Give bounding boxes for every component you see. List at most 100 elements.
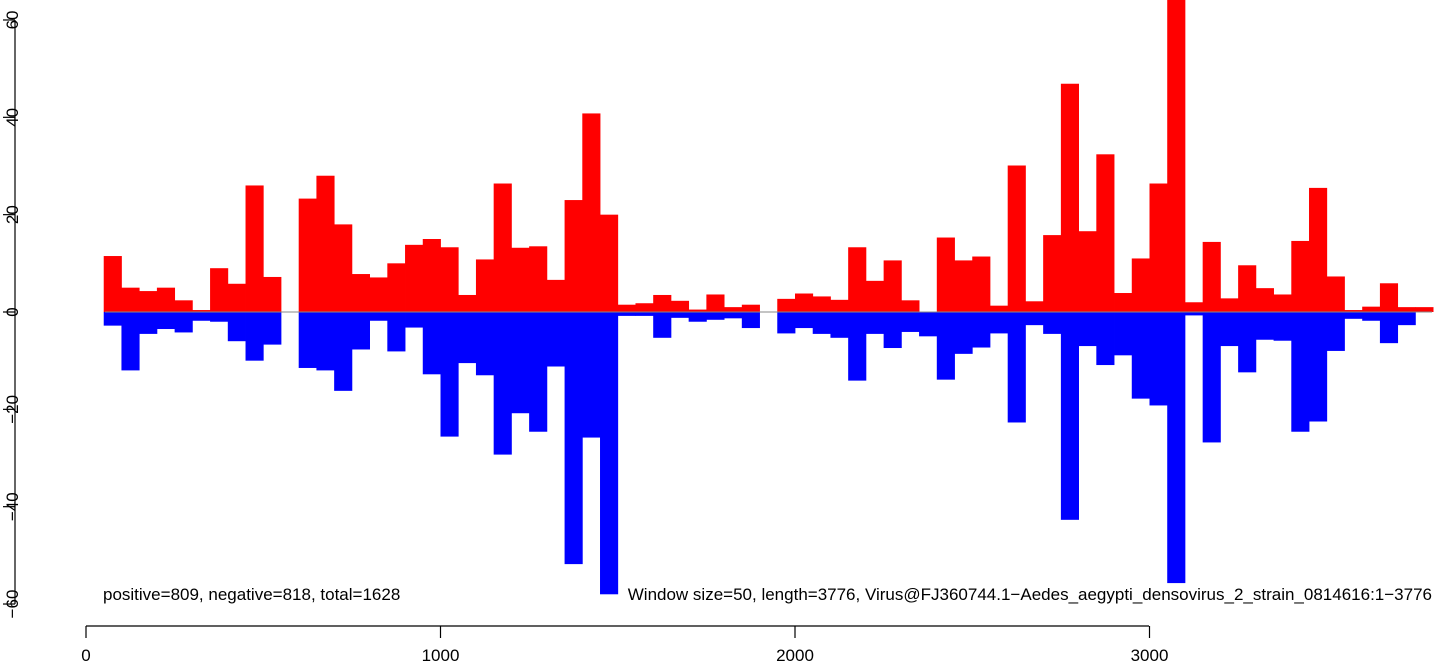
positive-bar — [156, 287, 176, 312]
positive-bar — [670, 300, 690, 312]
negative-bar — [475, 312, 495, 376]
positive-bar — [121, 287, 140, 312]
y-tick-label: −20 — [3, 395, 22, 424]
negative-bar — [227, 312, 246, 342]
negative-bar — [972, 312, 991, 348]
negative-bar — [1291, 312, 1310, 432]
negative-bar — [724, 312, 743, 319]
positive-bar — [653, 294, 672, 312]
positive-bar — [848, 247, 867, 312]
positive-bar — [422, 239, 441, 312]
negative-bar — [316, 312, 335, 371]
negative-bar — [351, 312, 370, 350]
positive-bar — [1362, 306, 1381, 312]
y-tick-label: 20 — [3, 205, 22, 224]
positive-bar — [1220, 298, 1239, 312]
positive-bars — [103, 0, 1434, 313]
negative-bar — [1131, 312, 1150, 399]
positive-bar — [936, 237, 955, 312]
negative-bar — [1114, 312, 1133, 356]
negative-bar — [245, 312, 264, 361]
positive-bar — [458, 294, 477, 312]
positive-bar — [1291, 240, 1310, 312]
negative-bar — [1202, 312, 1221, 443]
negative-bar — [103, 312, 122, 326]
x-axis: 0 1000 2000 3000 — [81, 625, 1169, 665]
negative-bar — [529, 312, 548, 432]
positive-bar — [1326, 276, 1345, 312]
positive-bar — [1309, 187, 1328, 312]
positive-bar — [192, 310, 211, 312]
negative-bar — [546, 312, 565, 367]
x-tick-label: 1000 — [422, 646, 460, 665]
negative-bar — [741, 312, 760, 329]
positive-bar — [493, 183, 512, 312]
positive-bar — [263, 276, 282, 312]
positive-bar — [972, 256, 991, 312]
negative-bar — [830, 312, 849, 338]
positive-bar — [1007, 165, 1026, 312]
negative-bar — [1149, 312, 1168, 406]
negative-bar — [369, 312, 388, 321]
positive-bar — [1078, 231, 1097, 312]
negative-bar — [883, 312, 902, 349]
positive-bar — [1114, 293, 1133, 312]
negative-bar — [670, 312, 690, 318]
negative-bar — [635, 312, 654, 316]
x-tick-label: 2000 — [776, 646, 814, 665]
positive-bar — [440, 247, 459, 312]
negative-bar — [688, 312, 707, 322]
positive-bar — [369, 277, 388, 312]
positive-bar — [989, 305, 1009, 312]
y-axis: −60 −40 −20 0 20 40 60 — [3, 11, 22, 618]
positive-bar — [600, 214, 619, 312]
positive-bar — [245, 185, 264, 312]
caption-window-info: Window size=50, length=3776, Virus@FJ360… — [628, 585, 1432, 604]
caption-counts: positive=809, negative=818, total=1628 — [103, 585, 400, 604]
y-tick-label: 0 — [3, 307, 22, 316]
positive-bar — [1379, 283, 1399, 312]
positive-bar — [617, 304, 636, 312]
negative-bar — [174, 312, 193, 333]
positive-bar — [334, 224, 353, 312]
positive-bar — [1149, 183, 1168, 312]
y-tick-label: 40 — [3, 108, 22, 127]
positive-bar — [741, 304, 760, 312]
positive-bar — [830, 299, 849, 312]
positive-bar — [316, 175, 335, 312]
positive-bar — [901, 300, 920, 312]
positive-bar — [1025, 301, 1044, 312]
positive-bar — [1167, 0, 1186, 312]
negative-bar — [653, 312, 672, 338]
negative-bar — [121, 312, 140, 371]
positive-bar — [405, 244, 424, 312]
y-tick-label: 60 — [3, 11, 22, 30]
negative-bar — [617, 312, 636, 316]
negative-bar — [1025, 312, 1044, 326]
negative-bar — [919, 312, 938, 337]
negative-bar — [263, 312, 282, 345]
positive-bar — [1238, 265, 1257, 312]
positive-bar — [1184, 302, 1204, 312]
positive-bar — [883, 260, 902, 312]
positive-bar — [511, 247, 530, 312]
negative-bar — [440, 312, 459, 437]
y-tick-label: −40 — [3, 492, 22, 521]
negative-bar — [848, 312, 867, 381]
positive-bar — [954, 260, 973, 312]
positive-bar — [1060, 83, 1079, 313]
x-tick-label: 3000 — [1131, 646, 1169, 665]
positive-bar — [1043, 235, 1062, 312]
negative-bar — [1007, 312, 1026, 423]
negative-bar — [812, 312, 831, 334]
negative-bar — [1255, 312, 1274, 340]
positive-bar — [724, 307, 743, 312]
negative-bar — [139, 312, 158, 334]
positive-bar — [139, 291, 158, 312]
negative-bar — [298, 312, 317, 368]
negative-bar — [1096, 312, 1115, 366]
negative-bar — [901, 312, 920, 332]
x-tick-label: 0 — [81, 646, 90, 665]
positive-bar — [1397, 307, 1416, 312]
